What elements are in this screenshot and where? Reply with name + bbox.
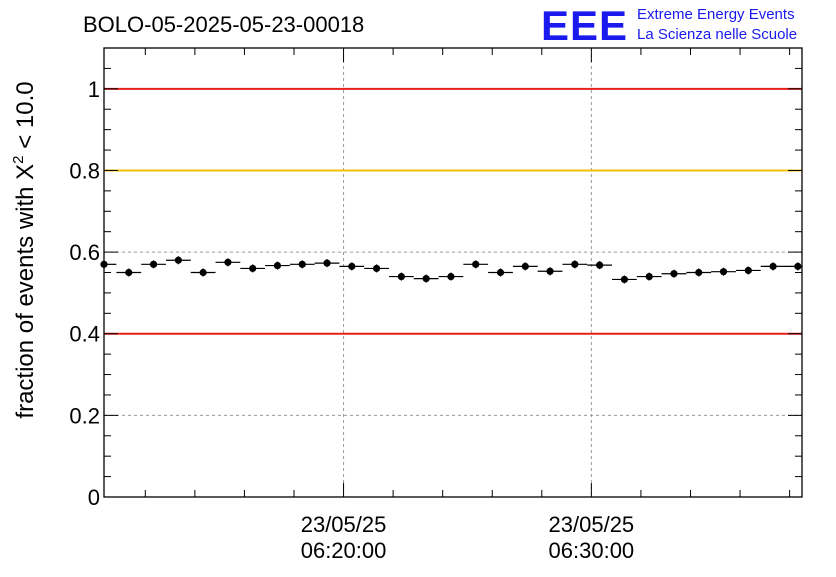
plot-frame	[103, 47, 803, 498]
data-point	[323, 259, 331, 267]
y-tick-label: 0.4	[69, 322, 100, 347]
data-point	[769, 262, 777, 270]
data-points	[100, 256, 802, 284]
data-point	[695, 268, 703, 277]
data-point	[298, 260, 306, 268]
data-point	[273, 261, 282, 270]
logo-mark: EEE	[541, 2, 628, 49]
data-point	[348, 262, 356, 270]
data-point	[521, 262, 529, 270]
data-point	[174, 256, 182, 264]
y-axis-label-main: fraction of events with X	[12, 164, 39, 419]
y-axis-label-suffix: < 10.0	[12, 81, 39, 155]
axes: 00.20.40.60.8123/05/2506:20:0023/05/2506…	[69, 47, 803, 563]
data-point	[472, 260, 480, 268]
data-point	[447, 272, 455, 281]
logo-line-1: Extreme Energy Events	[637, 6, 795, 23]
reference-lines	[104, 87, 802, 335]
data-point	[794, 262, 802, 270]
data-point	[744, 266, 752, 275]
data-point	[571, 260, 579, 268]
data-point	[422, 275, 430, 283]
data-point	[670, 270, 678, 278]
data-point	[620, 275, 629, 284]
y-axis-label: fraction of events with X2 < 10.0	[10, 81, 39, 418]
data-point	[199, 268, 207, 277]
y-axis-label-superscript: 2	[10, 155, 27, 163]
eee-logo: EEE Extreme Energy Events La Scienza nel…	[541, 2, 797, 49]
data-point	[645, 272, 653, 281]
data-point	[596, 261, 604, 269]
data-point	[249, 264, 257, 273]
y-tick-label: 0.6	[69, 240, 100, 265]
data-point	[546, 267, 554, 275]
data-point	[224, 258, 232, 266]
data-point	[149, 260, 158, 268]
x-tick-time-label: 06:20:00	[301, 538, 387, 563]
y-tick-label: 1	[88, 77, 100, 102]
y-tick-label: 0.8	[69, 158, 100, 183]
x-tick-time-label: 06:30:00	[549, 538, 635, 563]
chart-title: BOLO-05-2025-05-23-00018	[83, 12, 364, 37]
y-tick-label: 0	[88, 485, 100, 510]
x-tick-date-label: 23/05/25	[301, 512, 387, 537]
logo-line-2: La Scienza nelle Scuole	[637, 26, 797, 43]
data-point	[496, 268, 505, 277]
x-tick-date-label: 23/05/25	[549, 512, 635, 537]
data-point	[397, 272, 405, 281]
labels: BOLO-05-2025-05-23-00018 fraction of eve…	[10, 12, 364, 419]
data-point	[125, 268, 133, 277]
data-point	[719, 268, 728, 276]
y-tick-label: 0.2	[69, 403, 100, 428]
data-point	[372, 264, 381, 273]
